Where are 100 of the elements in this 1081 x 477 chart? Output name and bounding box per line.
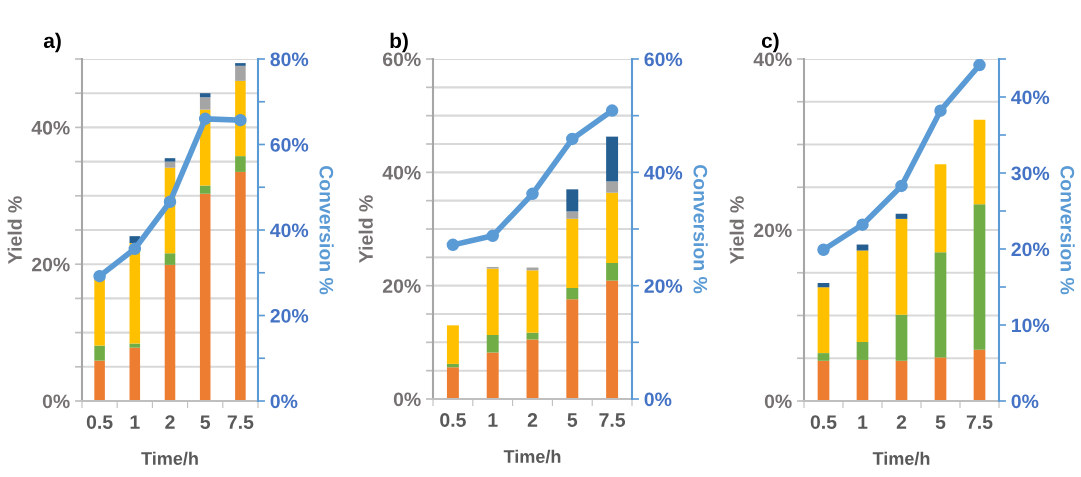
point (973, 59, 986, 72)
point (163, 195, 177, 209)
y-tick-label: 0% (764, 394, 792, 409)
bar (129, 347, 141, 401)
bar (235, 63, 246, 66)
bar (199, 93, 211, 98)
x-tick-label: 5 (567, 413, 578, 427)
bar (606, 192, 619, 263)
x-tick-label: 7.5 (599, 413, 626, 427)
y2-tick-label: 20% (270, 308, 309, 323)
y-tick-label: 20% (382, 279, 421, 293)
bar (486, 268, 499, 335)
y-axis-title: Yield % (358, 195, 373, 263)
bar (895, 360, 908, 401)
bar (526, 332, 539, 340)
y2-tick-label: 0% (644, 392, 672, 407)
x-tick-label: 5 (935, 415, 946, 429)
point (486, 229, 499, 243)
x-axis-title: Time/h (872, 451, 930, 466)
y-axis-title: Yield % (7, 196, 22, 264)
bar (94, 345, 105, 361)
point (566, 132, 579, 146)
bar (606, 280, 619, 399)
bar (934, 357, 947, 401)
y2-tick-label: 0% (270, 394, 298, 409)
point (128, 242, 142, 256)
bar (566, 218, 579, 288)
x-tick-label: 7.5 (227, 415, 254, 429)
bar (606, 263, 619, 281)
bar (129, 343, 141, 348)
bar (566, 287, 579, 300)
bar (486, 334, 499, 353)
y2-tick-label: 20% (1011, 242, 1050, 257)
bar (199, 193, 211, 401)
bar (973, 349, 986, 401)
bar (94, 360, 105, 401)
bar (235, 156, 246, 172)
y2-tick-label: 60% (270, 137, 309, 152)
y-tick-label: 40% (31, 120, 70, 135)
y2-tick-label: 40% (270, 223, 309, 238)
y-tick-label: 40% (382, 165, 421, 180)
x-tick-label: 5 (200, 415, 211, 429)
x-tick-label: 1 (488, 413, 498, 427)
y-tick-label: 0% (393, 392, 421, 407)
bar (199, 185, 211, 194)
bar (895, 314, 908, 361)
point (234, 113, 247, 127)
y2-axis-title: Conversion % (319, 165, 334, 295)
y2-axis-title: Conversion % (693, 164, 708, 294)
bar (856, 250, 869, 342)
bar (934, 252, 947, 358)
y2-tick-label: 0% (1011, 394, 1039, 409)
bar (164, 264, 176, 401)
y2-axis-title: Conversion % (1060, 165, 1075, 295)
point (605, 104, 619, 117)
x-tick-label: 1 (130, 415, 140, 429)
y-tick-label: 60% (382, 52, 421, 67)
bar (446, 367, 459, 399)
y-tick-label: 40% (753, 52, 792, 67)
bar (164, 253, 176, 265)
x-axis-title: Time/h (503, 449, 561, 464)
bar (566, 211, 579, 219)
y-tick-label: 0% (42, 394, 70, 409)
bar (856, 359, 869, 401)
bar (856, 244, 869, 251)
y2-tick-label: 80% (270, 52, 309, 67)
y2-tick-label: 40% (1011, 90, 1050, 105)
point (198, 112, 212, 126)
x-tick-label: 0.5 (86, 415, 113, 429)
bar (895, 213, 908, 219)
x-tick-label: 2 (165, 415, 175, 429)
y2-tick-label: 10% (1012, 318, 1050, 333)
point (856, 218, 869, 231)
y2-tick-label: 60% (644, 52, 683, 67)
bar (973, 204, 986, 350)
bar (856, 342, 869, 360)
bar (973, 119, 986, 205)
bar (446, 325, 459, 364)
point (934, 104, 947, 117)
y2-tick-label: 30% (1011, 166, 1050, 181)
chart-title: a) (43, 32, 61, 53)
y-axis-title: Yield % (729, 196, 744, 264)
bar (526, 270, 539, 333)
x-tick-label: 1 (858, 415, 868, 429)
y2-tick-label: 40% (644, 165, 683, 180)
bar (235, 65, 246, 81)
bar (817, 353, 830, 361)
bar (606, 181, 619, 193)
bar (486, 352, 499, 399)
chart-title: b) (390, 32, 408, 53)
point (446, 238, 460, 252)
bar (817, 360, 830, 401)
x-tick-label: 0.5 (440, 413, 466, 427)
chart-title: c) (761, 32, 779, 53)
bar (817, 287, 830, 354)
point (817, 243, 830, 257)
bar (235, 171, 246, 401)
x-tick-label: 0.5 (810, 415, 837, 429)
point (93, 269, 106, 283)
bar (526, 339, 539, 399)
